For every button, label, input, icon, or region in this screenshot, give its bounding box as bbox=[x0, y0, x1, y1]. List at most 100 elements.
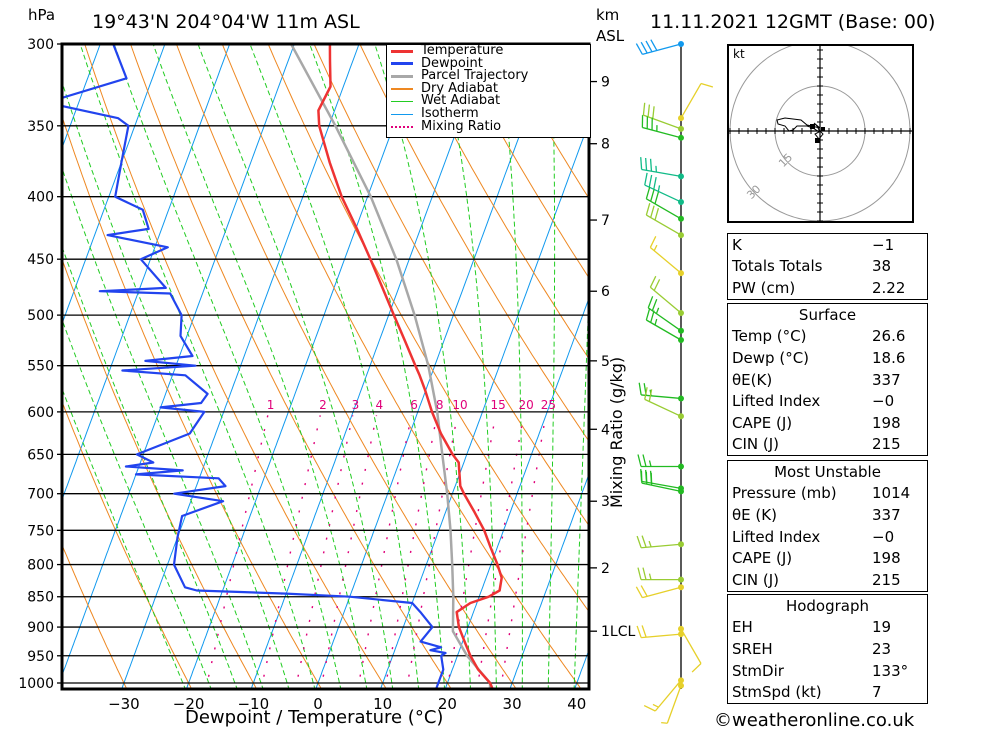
wind-barb bbox=[642, 102, 684, 132]
dry-adiabat-line bbox=[130, 44, 452, 689]
pressure-tick-label: 450 bbox=[27, 252, 54, 268]
index-row: K −1 bbox=[728, 234, 927, 256]
barb-shaft bbox=[680, 83, 702, 119]
wind-barb bbox=[644, 387, 684, 420]
temperature-tick-label: 10 bbox=[373, 695, 392, 713]
wet-adiabat-line bbox=[249, 44, 420, 689]
surface-panel: Surface Temp (°C) 26.6 Dewp (°C) 18.6 θE(K… bbox=[727, 303, 928, 457]
barb-shaft bbox=[641, 543, 682, 549]
row-label: Lifted Index bbox=[732, 527, 821, 546]
wind-barb bbox=[661, 682, 684, 724]
most-unstable-row: Lifted Index −0 bbox=[728, 526, 927, 548]
barb-flag bbox=[691, 663, 702, 673]
wind-barb bbox=[645, 186, 684, 222]
row-label: StmDir bbox=[732, 661, 784, 680]
isotherm-line bbox=[62, 44, 231, 502]
most-unstable-row: CAPE (J) 198 bbox=[728, 547, 927, 569]
most-unstable-row: θE (K) 337 bbox=[728, 504, 927, 526]
pressure-tick-label: 1000 bbox=[18, 676, 54, 692]
legend-label: Dewpoint bbox=[421, 55, 483, 71]
barb-flag bbox=[640, 41, 648, 54]
row-value: 215 bbox=[872, 435, 901, 454]
x-axis-title: Dewpoint / Temperature (°C) bbox=[185, 707, 444, 728]
hodograph-marker bbox=[815, 138, 820, 143]
legend-swatch bbox=[391, 100, 413, 103]
parcel-trajectory-line bbox=[290, 44, 492, 689]
wind-barb bbox=[649, 236, 684, 277]
barb-flag bbox=[652, 106, 655, 119]
wind-level-dot bbox=[678, 198, 684, 205]
legend-label: Wet Adiabat bbox=[421, 93, 501, 109]
copyright[interactable]: ©weatheronline.co.uk bbox=[714, 710, 915, 731]
height-tick-label: 1LCL bbox=[601, 624, 635, 640]
barb-flag bbox=[649, 236, 657, 248]
barb-flag bbox=[640, 157, 643, 170]
barb-flag bbox=[641, 535, 647, 548]
legend-swatch bbox=[391, 74, 413, 78]
profiles bbox=[62, 44, 503, 689]
wind-level-dot bbox=[678, 115, 684, 122]
wind-barb bbox=[649, 275, 684, 316]
wind-barb bbox=[635, 584, 684, 599]
legend-label: Mixing Ratio bbox=[421, 118, 502, 134]
wind-level-dot bbox=[678, 327, 684, 334]
mixing-ratio-label: 15 bbox=[491, 398, 506, 412]
wet-adiabat-line bbox=[547, 44, 556, 689]
wind-level-dot bbox=[678, 270, 684, 277]
barb-shaft bbox=[646, 198, 682, 220]
temperature-tick-label: 30 bbox=[503, 695, 522, 713]
mixing-ratio-label: 25 bbox=[541, 398, 556, 412]
isotherm-line bbox=[444, 296, 589, 689]
wind-level-dot bbox=[678, 488, 684, 495]
barb-flag bbox=[647, 296, 654, 309]
wind-level-dot bbox=[678, 413, 684, 420]
wind-level-dot bbox=[678, 677, 684, 684]
barb-flag bbox=[635, 43, 643, 55]
mixing-ratio-line bbox=[320, 415, 378, 689]
hodograph-plot: 153045 bbox=[729, 46, 912, 221]
barb-flag bbox=[645, 40, 653, 53]
barb-shaft bbox=[666, 685, 682, 724]
mixing-ratio-line bbox=[260, 415, 321, 689]
row-value: 337 bbox=[872, 370, 901, 389]
isotherm-line bbox=[185, 44, 425, 689]
index-value: 2.22 bbox=[872, 278, 906, 297]
index-row: PW (cm) 2.22 bbox=[728, 277, 927, 299]
hodograph-row: StmSpd (kt) 7 bbox=[728, 681, 927, 703]
mixing-ratio-label: 6 bbox=[410, 398, 418, 412]
row-value: 198 bbox=[872, 549, 901, 568]
pressure-tick-label: 850 bbox=[27, 590, 54, 606]
most-unstable-row: CIN (J) 215 bbox=[728, 569, 927, 591]
row-label: CIN (J) bbox=[732, 435, 780, 454]
mixing-ratio-label: 4 bbox=[375, 398, 383, 412]
pressure-tick-label: 400 bbox=[27, 190, 54, 206]
temperature-axis: −30 −20 −10 0 10 20 30 40 bbox=[108, 695, 586, 713]
mixing-ratio-label: 2 bbox=[319, 398, 327, 412]
barb-half-flag bbox=[657, 185, 661, 192]
pressure-tick-label: 500 bbox=[27, 308, 54, 324]
pressure-tick-label: 950 bbox=[27, 649, 54, 665]
pressure-tick-label: 650 bbox=[27, 447, 54, 463]
barb-shaft bbox=[642, 586, 682, 599]
height-axis: 9 8 7 6 5 4 3 2 1LCL bbox=[589, 75, 635, 640]
legend-label: Isotherm bbox=[421, 105, 479, 121]
wind-barb bbox=[641, 115, 684, 141]
barb-shaft bbox=[643, 114, 682, 130]
barb-flag bbox=[700, 82, 714, 88]
row-label: Dewp (°C) bbox=[732, 348, 810, 367]
barb-flag bbox=[635, 586, 643, 598]
row-value: 26.6 bbox=[872, 327, 906, 346]
isotherm-line bbox=[250, 44, 489, 689]
height-tick-label: 4 bbox=[601, 422, 610, 438]
isotherm-line bbox=[121, 44, 360, 689]
row-value: −0 bbox=[872, 392, 895, 411]
mixing-ratio-line bbox=[499, 415, 547, 689]
wind-barb bbox=[638, 382, 684, 402]
row-label: EH bbox=[732, 618, 753, 637]
row-value: 1014 bbox=[872, 484, 911, 503]
most-unstable-row: Pressure (mb) 1014 bbox=[728, 483, 927, 505]
wet-adiabat-line bbox=[79, 44, 316, 689]
mixing-ratio-label: 1 bbox=[267, 398, 275, 412]
dry-adiabat-line bbox=[62, 115, 323, 689]
barb-shaft bbox=[649, 286, 682, 314]
